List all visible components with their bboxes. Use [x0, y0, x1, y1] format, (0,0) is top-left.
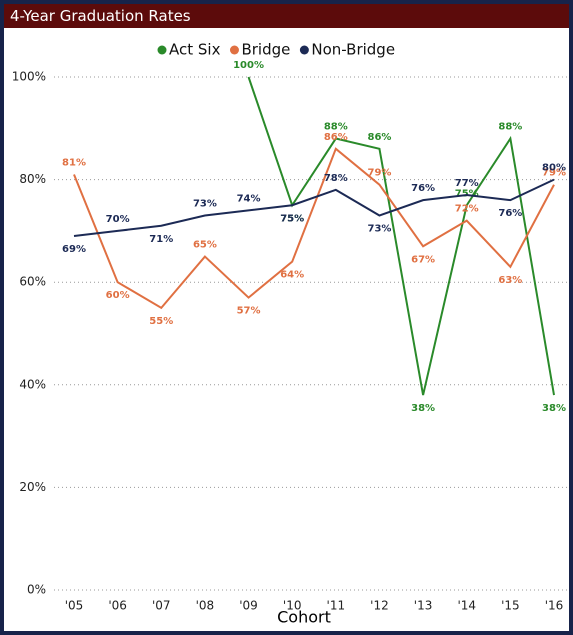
data-label: 72% [455, 204, 479, 215]
data-label: 65% [193, 240, 217, 251]
legend-label: Bridge [241, 41, 290, 59]
data-label: 70% [106, 214, 130, 225]
y-tick-label: 0% [27, 583, 46, 597]
series-line [73, 147, 555, 310]
data-label: 67% [411, 254, 435, 265]
data-label: 78% [324, 173, 348, 184]
data-label: 76% [498, 208, 522, 219]
data-label: 86% [367, 132, 391, 143]
data-label: 80% [542, 163, 566, 174]
data-label: 63% [498, 275, 522, 286]
data-label: 71% [149, 234, 173, 245]
x-tick-label: '06 [108, 599, 127, 613]
x-tick-label: '10 [283, 599, 302, 613]
data-label: 74% [237, 193, 261, 204]
data-label: 55% [149, 316, 173, 327]
series-line [247, 76, 555, 396]
data-label: 75% [280, 213, 304, 224]
x-tick-label: '07 [152, 599, 171, 613]
data-label: 60% [106, 290, 130, 301]
legend-swatch [157, 45, 167, 55]
data-label: 76% [411, 183, 435, 194]
legend-swatch [299, 45, 309, 55]
series-line [73, 178, 555, 238]
data-label: 81% [62, 157, 86, 168]
y-tick-label: 60% [19, 275, 46, 289]
y-tick-label: 80% [19, 172, 46, 186]
x-tick-label: '16 [545, 599, 564, 613]
y-tick-label: 20% [19, 480, 46, 494]
x-axis-label: Cohort [277, 608, 331, 627]
data-label: 86% [324, 132, 348, 143]
x-tick-label: '12 [370, 599, 389, 613]
data-label: 64% [280, 270, 304, 281]
data-label: 57% [237, 306, 261, 317]
data-label: 69% [62, 244, 86, 255]
data-label: 75% [280, 213, 304, 224]
y-tick-label: 40% [19, 377, 46, 391]
legend-swatch [229, 45, 239, 55]
x-tick-label: '05 [65, 599, 84, 613]
data-label: 73% [193, 199, 217, 210]
x-tick-label: '14 [457, 599, 476, 613]
data-label: 75% [455, 188, 479, 199]
legend-label: Non-Bridge [311, 41, 395, 59]
x-tick-label: '15 [501, 599, 520, 613]
data-label: 79% [367, 168, 391, 179]
x-tick-label: '08 [196, 599, 215, 613]
data-label: 79% [542, 168, 566, 179]
data-label: 88% [498, 122, 522, 133]
x-tick-label: '09 [239, 599, 258, 613]
data-label: 88% [324, 122, 348, 133]
data-label: 73% [367, 224, 391, 235]
data-label: 100% [233, 60, 264, 71]
chart: Cohort 0% 20% 40% 60% 80% 100% '05 '06 '07 '08 '09… [12, 41, 569, 627]
legend-label: Act Six [169, 41, 221, 59]
x-tick-label: '11 [327, 599, 346, 613]
chart-title: 4-Year Graduation Rates [4, 4, 569, 28]
data-label: 38% [411, 403, 435, 414]
x-tick-label: '13 [414, 599, 433, 613]
data-label: 77% [455, 178, 479, 189]
data-label: 38% [542, 403, 566, 414]
y-tick-label: 100% [12, 70, 46, 84]
